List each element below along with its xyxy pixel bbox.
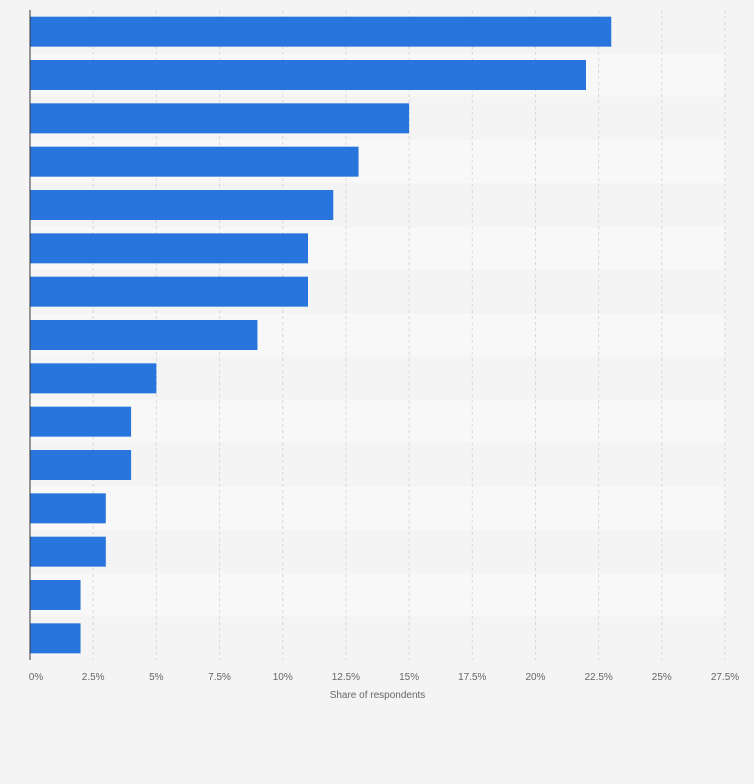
- bar: [30, 623, 81, 654]
- x-tick-label: 22.5%: [584, 672, 612, 683]
- bar: [30, 276, 308, 307]
- bar: [30, 406, 132, 437]
- bar: [30, 16, 612, 47]
- x-tick-label: 15%: [399, 672, 419, 683]
- x-tick-label: 7.5%: [208, 672, 231, 683]
- bar: [30, 190, 334, 220]
- bar: [30, 146, 359, 177]
- bar: [30, 580, 81, 610]
- bar: [30, 493, 106, 524]
- bar: [30, 320, 258, 350]
- row-band: [30, 616, 725, 660]
- bar: [30, 363, 157, 394]
- row-band: [30, 443, 725, 487]
- bar: [30, 536, 106, 567]
- x-tick-label: 2.5%: [82, 672, 105, 683]
- x-tick-label: 0%: [29, 672, 44, 683]
- row-band: [30, 400, 725, 444]
- x-tick-label: 27.5%: [711, 672, 739, 683]
- bar: [30, 450, 132, 480]
- x-axis-label: Share of respondents: [330, 690, 426, 701]
- x-tick-label: 12.5%: [332, 672, 360, 683]
- row-band: [30, 486, 725, 530]
- x-tick-labels: 0% 2.5% 5% 7.5% 10% 12.5% 15% 17.5% 20% 22.5% 25% 2…: [29, 672, 740, 683]
- x-tick-label: 10%: [273, 672, 293, 683]
- bars: [30, 16, 612, 654]
- x-tick-label: 17.5%: [458, 672, 486, 683]
- row-band: [30, 573, 725, 617]
- row-band: [30, 530, 725, 574]
- x-tick-label: 25%: [652, 672, 672, 683]
- bar: [30, 60, 586, 90]
- bar: [30, 233, 308, 264]
- x-tick-label: 5%: [149, 672, 164, 683]
- bar: [30, 103, 410, 134]
- x-tick-label: 20%: [525, 672, 545, 683]
